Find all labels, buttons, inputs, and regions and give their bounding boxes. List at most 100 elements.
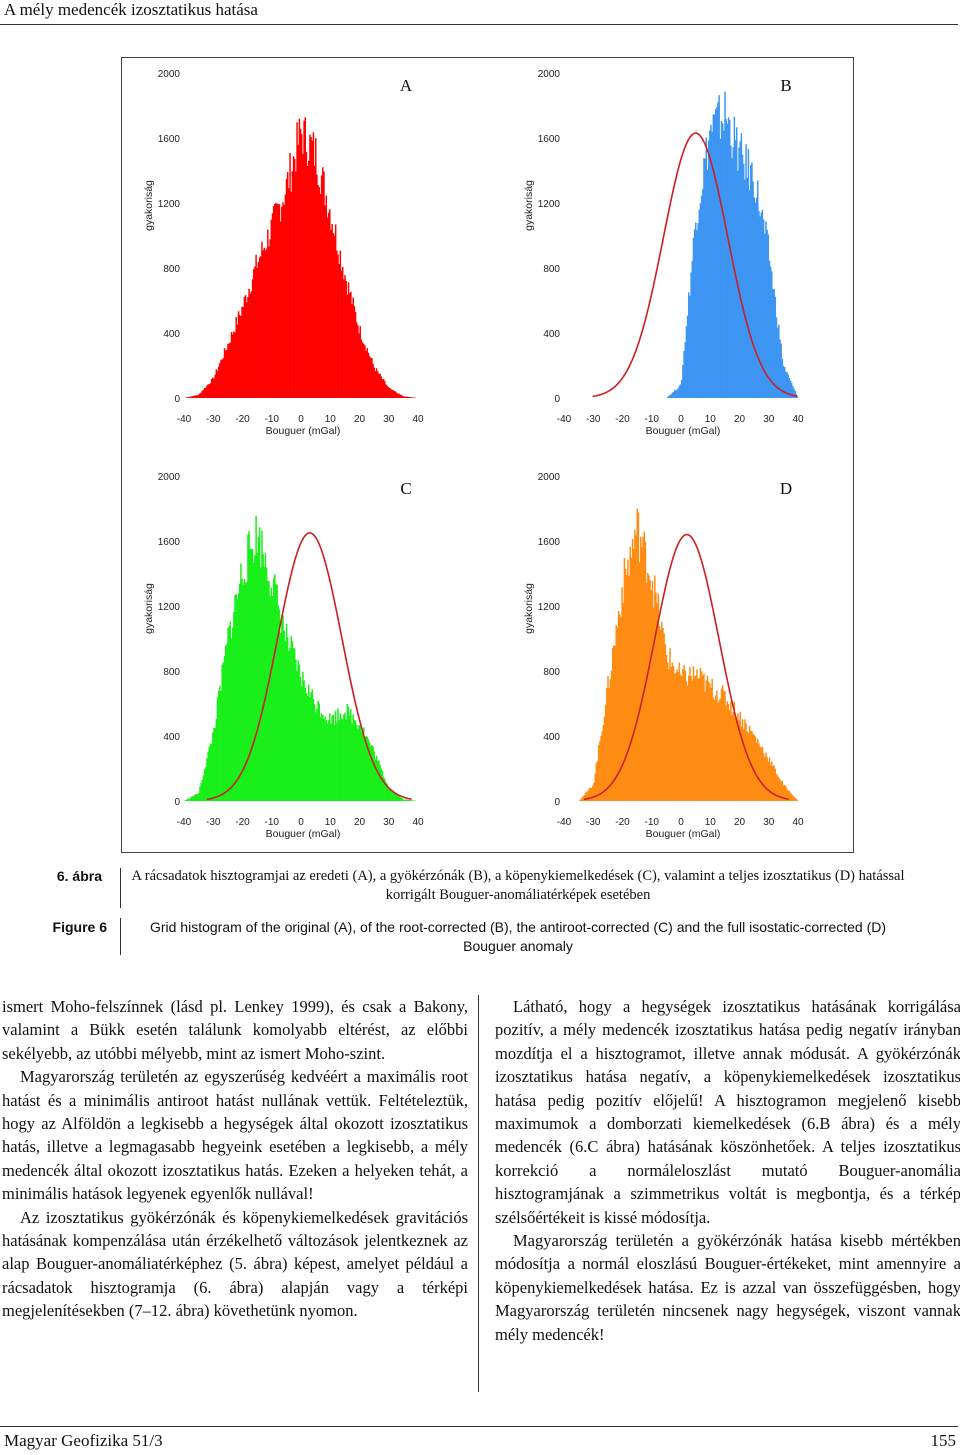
histogram-bar: [220, 690, 222, 801]
histogram-bar: [641, 547, 643, 801]
histogram-bar: [237, 311, 240, 398]
histogram-bar: [347, 282, 350, 398]
histogram-bar: [640, 536, 642, 801]
histogram-bar: [395, 793, 398, 801]
histogram-bar: [786, 372, 788, 398]
histogram-bar: [372, 363, 374, 398]
histogram-bar: [796, 396, 799, 398]
histogram-bar: [682, 365, 684, 398]
histogram-bar: [224, 350, 227, 398]
histogram-bar: [277, 605, 280, 801]
histogram-bar: [275, 584, 277, 801]
histogram-bar: [670, 394, 672, 398]
x-tick-label: 40: [792, 414, 804, 425]
histogram-bar: [354, 720, 357, 801]
histogram-bar: [753, 197, 756, 398]
histogram-bar: [337, 708, 339, 801]
histogram-bar: [291, 171, 294, 398]
histogram-bar: [690, 675, 692, 801]
histogram-bar: [769, 764, 772, 801]
histogram-bar: [248, 530, 250, 801]
y-tick-label: 800: [543, 667, 560, 678]
histogram-bar: [363, 343, 365, 398]
histogram-bar: [720, 121, 723, 398]
histogram-bar: [357, 325, 359, 398]
histogram-bar: [380, 768, 383, 801]
histogram-bar: [764, 233, 766, 398]
x-axis-label: Bouguer (mGal): [266, 828, 341, 840]
histogram-bar: [254, 555, 256, 801]
histogram-bar: [709, 683, 711, 801]
histogram-bar: [267, 580, 269, 801]
histogram-bar: [192, 796, 194, 801]
histogram-bar: [331, 223, 333, 398]
x-tick-label: -40: [177, 414, 192, 425]
histogram-bar: [783, 367, 786, 398]
histogram-bar: [289, 647, 291, 801]
histogram-bar: [389, 388, 392, 398]
histogram-bar: [322, 167, 324, 398]
histogram-bar: [281, 206, 283, 398]
y-tick-label: 400: [163, 732, 180, 743]
histogram-bar: [677, 388, 679, 398]
histogram-bar: [796, 800, 799, 801]
histogram-bar: [229, 621, 232, 801]
histogram-bar: [750, 165, 752, 398]
caption-bar-hu: [120, 868, 121, 908]
histogram-bar: [712, 114, 715, 398]
histogram-bar: [268, 246, 270, 398]
histogram-bar: [744, 719, 746, 801]
histogram-bar: [227, 627, 229, 801]
histogram-bar: [186, 799, 188, 801]
x-tick-label: -30: [206, 817, 221, 828]
histogram-bar: [366, 736, 368, 801]
histogram-bar: [325, 195, 328, 398]
histogram-bar: [206, 385, 208, 398]
histogram-panel-b: 0 400 800 1200 1600 2000 -40 -30 -20 -10 0 10 20 30 40…: [523, 69, 804, 437]
histogram-bar: [706, 675, 709, 801]
histogram-bar: [794, 391, 796, 398]
histogram-bar: [221, 359, 223, 398]
histogram-bar: [367, 739, 370, 801]
histogram-bar: [288, 651, 290, 801]
normal-distribution-curve: [206, 532, 412, 801]
histogram-bar: [260, 256, 262, 398]
histogram-bar: [316, 708, 318, 801]
histogram-bar: [670, 666, 672, 801]
histogram-bar: [696, 669, 698, 801]
histogram-bar: [293, 158, 296, 398]
histogram-bar: [215, 369, 218, 398]
figure-6: 0 400 800 1200 1600 2000 -40 -30 -20 -10 0 10 20 30 40…: [121, 57, 854, 853]
histogram-bar: [713, 699, 716, 801]
histogram-bar: [730, 145, 732, 398]
histogram-bar: [675, 390, 677, 398]
x-tick-label: 20: [354, 817, 366, 828]
histogram-bar: [743, 728, 745, 801]
histogram-bar: [385, 782, 387, 801]
histogram-bar: [766, 229, 768, 398]
histogram-bar: [624, 568, 627, 801]
histogram-bar: [702, 675, 704, 801]
histogram-bar: [378, 760, 380, 801]
histogram-bar: [343, 279, 345, 398]
y-tick-label: 400: [163, 329, 180, 340]
histogram-bar: [604, 704, 607, 801]
histogram-bar: [608, 688, 610, 801]
histogram-bar: [311, 689, 313, 801]
histogram-bar: [351, 304, 353, 398]
histogram-bar: [621, 587, 623, 801]
histogram-bar: [329, 713, 331, 801]
page-number: 155: [930, 1431, 957, 1450]
histogram-bar: [310, 137, 312, 398]
histogram-bar: [216, 697, 219, 801]
histogram-bar: [284, 194, 287, 398]
histogram-bar: [389, 790, 392, 801]
histogram-bar: [613, 645, 615, 801]
x-tick-label: 0: [298, 817, 304, 828]
histogram-bar: [787, 790, 789, 801]
histogram-bar: [188, 396, 191, 398]
histogram-bar: [304, 687, 306, 801]
histogram-bar: [255, 515, 257, 801]
histogram-bar: [793, 388, 795, 398]
histogram-bar: [733, 701, 736, 801]
